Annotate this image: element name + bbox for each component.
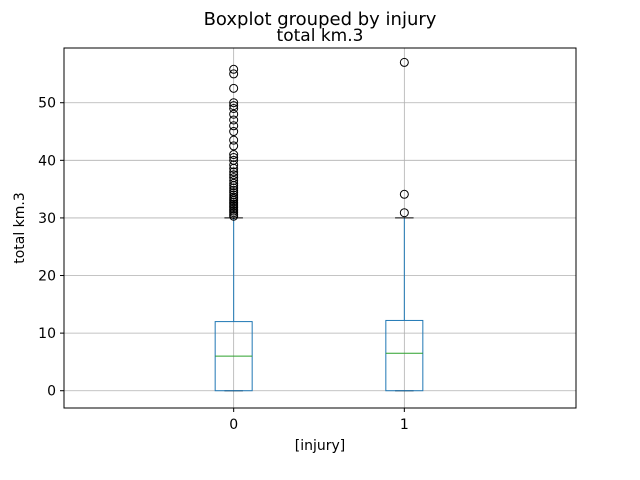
outlier-point [229, 64, 239, 74]
y-tick-label: 30 [38, 211, 56, 227]
outlier-point [229, 167, 239, 177]
outlier-point [229, 178, 239, 188]
outlier-point [229, 135, 239, 145]
outlier-point [399, 57, 409, 67]
outlier-point [229, 103, 239, 113]
outlier-point [229, 188, 239, 198]
outlier-point [229, 160, 239, 170]
outlier-point [229, 98, 239, 108]
outlier-point [229, 109, 239, 119]
outlier-point [229, 185, 239, 195]
outlier-point [229, 141, 239, 151]
outlier-point [229, 121, 239, 131]
outlier-point [399, 189, 409, 199]
plot-area: 0 10 20 30 40 50 0 1 [38, 47, 577, 433]
outlier-point [399, 208, 409, 218]
y-axis-label: total km.3 [12, 192, 28, 264]
axes-frame [63, 47, 577, 409]
outlier-point [229, 127, 239, 137]
outlier-point [229, 190, 239, 200]
outlier-point [229, 150, 239, 160]
outlier-point [229, 170, 239, 180]
outlier-point [229, 173, 239, 183]
axes-title: total km.3 [277, 26, 364, 46]
x-tick-label: 1 [400, 417, 409, 433]
outlier-point [229, 183, 239, 193]
figure-suptitle: Boxplot grouped by injury [204, 9, 437, 30]
y-tick-label: 10 [38, 326, 56, 342]
y-tick-label: 0 [47, 384, 56, 400]
outlier-point [229, 69, 239, 79]
y-tick-label: 20 [38, 269, 56, 285]
y-tick-label: 50 [38, 96, 56, 112]
x-axis-label: [injury] [295, 438, 346, 454]
outlier-point [229, 101, 239, 111]
outlier-point [229, 152, 239, 162]
outlier-point [229, 192, 239, 202]
y-tick-label: 40 [38, 153, 56, 169]
outlier-point [229, 83, 239, 93]
outlier-point [229, 155, 239, 165]
x-tick-label: 0 [229, 417, 238, 433]
outlier-point [229, 175, 239, 185]
box-iqr [385, 319, 424, 392]
outlier-point [229, 115, 239, 125]
